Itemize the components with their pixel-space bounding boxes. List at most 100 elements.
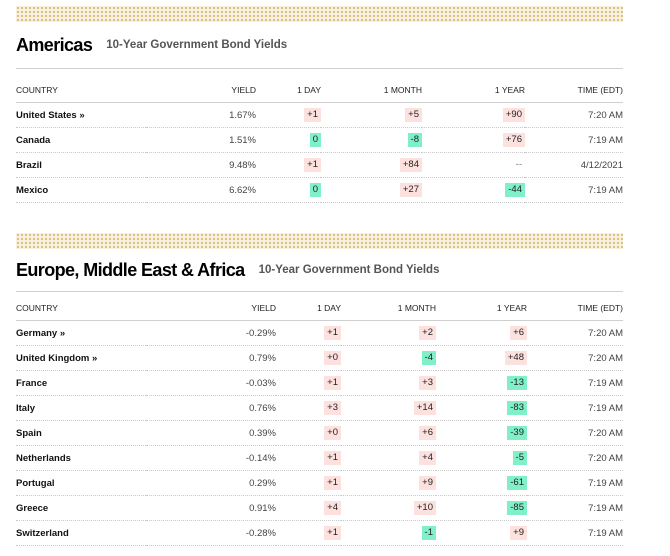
one-day-change-cell: +1 [276, 520, 341, 546]
one-year-change-badge: -13 [507, 376, 527, 390]
one-month-change-cell: +5 [321, 102, 422, 128]
column-header-1-month[interactable]: 1 MONTH [341, 296, 436, 321]
table-row: Italy 0.76% +3 +14 -83 7:19 AM [16, 395, 623, 421]
column-header-1-day[interactable]: 1 DAY [276, 296, 341, 321]
americas-header: Americas 10-Year Government Bond Yields [16, 22, 623, 68]
column-header-yield[interactable]: YIELD [146, 78, 256, 103]
one-month-change-cell: -1 [341, 520, 436, 546]
emea-header: Europe, Middle East & Africa 10-Year Gov… [16, 249, 623, 291]
country-cell: Spain [16, 420, 146, 446]
country-name: France [16, 377, 48, 389]
yield-cell: -0.03% [146, 370, 276, 396]
column-header-1-day[interactable]: 1 DAY [256, 78, 321, 103]
one-year-change-badge: -61 [507, 476, 527, 490]
yield-cell: 0.29% [146, 470, 276, 496]
one-month-change-cell: +6 [341, 420, 436, 446]
one-day-change-badge: +1 [304, 108, 321, 122]
country-link-arrow[interactable]: » [79, 109, 85, 121]
column-header-country[interactable]: COUNTRY [16, 78, 146, 103]
time-cell: 7:19 AM [527, 520, 623, 546]
country-cell[interactable]: Germany » [16, 320, 146, 346]
one-year-change-badge: -- [515, 159, 522, 170]
time-cell: 7:20 AM [525, 102, 623, 128]
one-day-change-badge: +1 [324, 376, 341, 390]
yield-cell: 0.39% [146, 420, 276, 446]
country-name: Italy [16, 402, 36, 414]
one-day-change-badge: +1 [324, 326, 341, 340]
one-month-change-cell: +84 [321, 152, 422, 178]
country-cell: Mexico [16, 177, 146, 203]
table-row: Netherlands -0.14% +1 +4 -5 7:20 AM [16, 445, 623, 471]
one-year-change-cell: -5 [436, 445, 527, 471]
section-subtitle: 10-Year Government Bond Yields [258, 264, 440, 276]
one-month-change-badge: +5 [405, 108, 422, 122]
table-row: United Kingdom » 0.79% +0 -4 +48 7:20 AM [16, 345, 623, 371]
one-day-change-badge: +0 [324, 351, 341, 365]
one-day-change-cell: +1 [276, 320, 341, 346]
column-header-1-year[interactable]: 1 YEAR [422, 78, 525, 103]
column-header-1-month[interactable]: 1 MONTH [321, 78, 422, 103]
one-year-change-badge: -44 [505, 183, 525, 197]
country-name: Spain [16, 427, 42, 439]
one-month-change-badge: +9 [419, 476, 436, 490]
country-name: Portugal [16, 477, 55, 489]
one-day-change-badge: +0 [324, 426, 341, 440]
time-cell: 7:19 AM [527, 470, 623, 496]
country-name[interactable]: United States [16, 109, 77, 121]
one-month-change-badge: +3 [419, 376, 436, 390]
column-header-yield[interactable]: YIELD [146, 296, 276, 321]
one-month-change-cell: +3 [341, 370, 436, 396]
one-month-change-cell: +14 [341, 395, 436, 421]
one-day-change-badge: +4 [324, 501, 341, 515]
one-year-change-badge: +48 [504, 351, 527, 365]
country-link-arrow[interactable]: » [92, 352, 98, 364]
one-month-change-badge: +6 [419, 426, 436, 440]
table-row: United States » 1.67% +1 +5 +90 7:20 AM [16, 102, 623, 128]
one-month-change-badge: +2 [419, 326, 436, 340]
country-cell: Netherlands [16, 445, 146, 471]
one-month-change-cell: +27 [321, 177, 422, 203]
time-cell: 4/12/2021 [525, 152, 623, 178]
one-day-change-cell: +1 [276, 370, 341, 396]
column-header-time[interactable]: TIME (EDT) [527, 296, 623, 321]
country-name: Mexico [16, 184, 49, 196]
one-year-change-badge: +6 [510, 326, 527, 340]
section-title: Americas [16, 34, 93, 55]
country-cell[interactable]: United States » [16, 102, 146, 128]
one-month-change-cell: +2 [341, 320, 436, 346]
time-cell: 7:19 AM [527, 395, 623, 421]
country-link-arrow[interactable]: » [59, 327, 66, 339]
country-cell: Portugal [16, 470, 146, 496]
table-row: Germany » -0.29% +1 +2 +6 7:20 AM [16, 320, 623, 346]
one-month-change-cell: +4 [341, 445, 436, 471]
one-month-change-badge: +84 [399, 158, 422, 172]
one-day-change-badge: 0 [309, 133, 321, 147]
country-name: Brazil [16, 159, 42, 171]
column-header-1-year[interactable]: 1 YEAR [436, 296, 527, 321]
one-month-change-cell: +10 [341, 495, 436, 521]
time-cell: 7:19 AM [527, 495, 623, 521]
table-header-row: COUNTRY YIELD 1 DAY 1 MONTH 1 YEAR TIME … [16, 78, 623, 103]
country-cell: Brazil [16, 152, 146, 178]
country-cell[interactable]: United Kingdom » [16, 345, 146, 371]
country-cell: France [16, 370, 146, 396]
country-name[interactable]: Germany [16, 327, 58, 339]
column-header-country[interactable]: COUNTRY [16, 296, 146, 321]
time-cell: 7:19 AM [525, 127, 623, 153]
country-cell: Italy [16, 395, 146, 421]
yield-cell: 1.67% [146, 102, 256, 128]
one-day-change-badge: +3 [324, 401, 341, 415]
one-day-change-cell: +0 [276, 420, 341, 446]
yield-cell: 0.79% [146, 345, 276, 371]
country-cell: Greece [16, 495, 146, 521]
one-year-change-cell: -39 [436, 420, 527, 446]
time-cell: 7:20 AM [527, 345, 623, 371]
yield-cell: 0.76% [146, 395, 276, 421]
country-name[interactable]: United Kingdom [16, 352, 90, 364]
one-month-change-badge: +4 [419, 451, 436, 465]
column-header-time[interactable]: TIME (EDT) [525, 78, 623, 103]
one-month-change-badge: -8 [407, 133, 422, 147]
table-row: Portugal 0.29% +1 +9 -61 7:19 AM [16, 470, 623, 496]
country-name: Greece [16, 502, 49, 514]
time-cell: 7:19 AM [525, 177, 623, 203]
